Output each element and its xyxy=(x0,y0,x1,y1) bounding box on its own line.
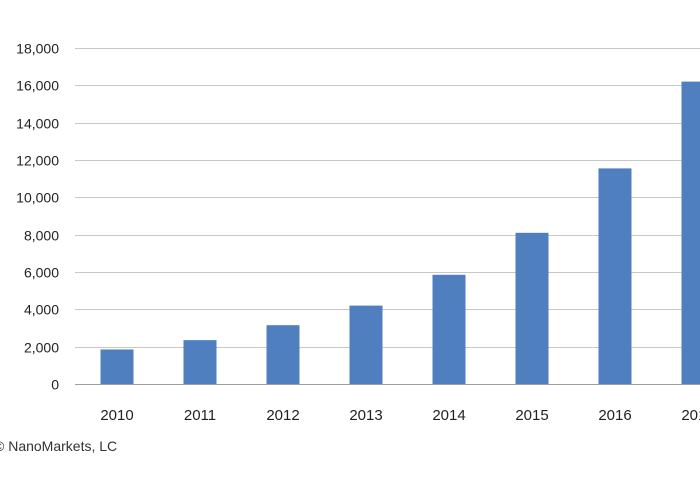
bar-2016 xyxy=(598,168,632,384)
y-tick-label: 14,000 xyxy=(16,116,59,132)
y-axis-tick-labels: 0 2,000 4,000 6,000 8,000 10,000 12,000 14,000 1… xyxy=(16,41,59,393)
bar-2015 xyxy=(515,232,549,384)
bars xyxy=(100,81,700,384)
bar-2013 xyxy=(349,305,383,384)
y-tick-label: 18,000 xyxy=(16,41,59,57)
bar-2011 xyxy=(183,340,217,384)
y-tick-label: 10,000 xyxy=(16,190,59,206)
x-tick-label: 2014 xyxy=(432,407,465,424)
x-tick-label: 2012 xyxy=(266,407,299,424)
bar-2014 xyxy=(432,274,466,384)
bar-2010 xyxy=(100,349,134,384)
y-tick-label: 6,000 xyxy=(24,265,59,281)
x-tick-label: 2011 xyxy=(184,407,216,424)
x-tick-label: 2017 xyxy=(681,407,700,424)
y-tick-label: 0 xyxy=(51,377,59,393)
y-tick-label: 4,000 xyxy=(24,302,59,318)
y-tick-label: 16,000 xyxy=(16,78,59,94)
bar-2012 xyxy=(266,325,300,384)
x-tick-label: 2010 xyxy=(100,407,133,424)
y-tick-label: 12,000 xyxy=(16,153,59,169)
x-tick-label: 2015 xyxy=(515,407,548,424)
bar-2017 xyxy=(681,81,700,384)
y-tick-label: 8,000 xyxy=(24,228,59,244)
copyright-text: © NanoMarkets, LC xyxy=(0,438,118,454)
x-tick-label: 2016 xyxy=(598,407,631,424)
gridlines xyxy=(75,48,700,348)
y-tick-label: 2,000 xyxy=(24,340,59,356)
x-axis-tick-labels: 2010 2011 2012 2013 2014 2015 2016 2017 xyxy=(100,407,700,424)
x-tick-label: 2013 xyxy=(349,407,382,424)
